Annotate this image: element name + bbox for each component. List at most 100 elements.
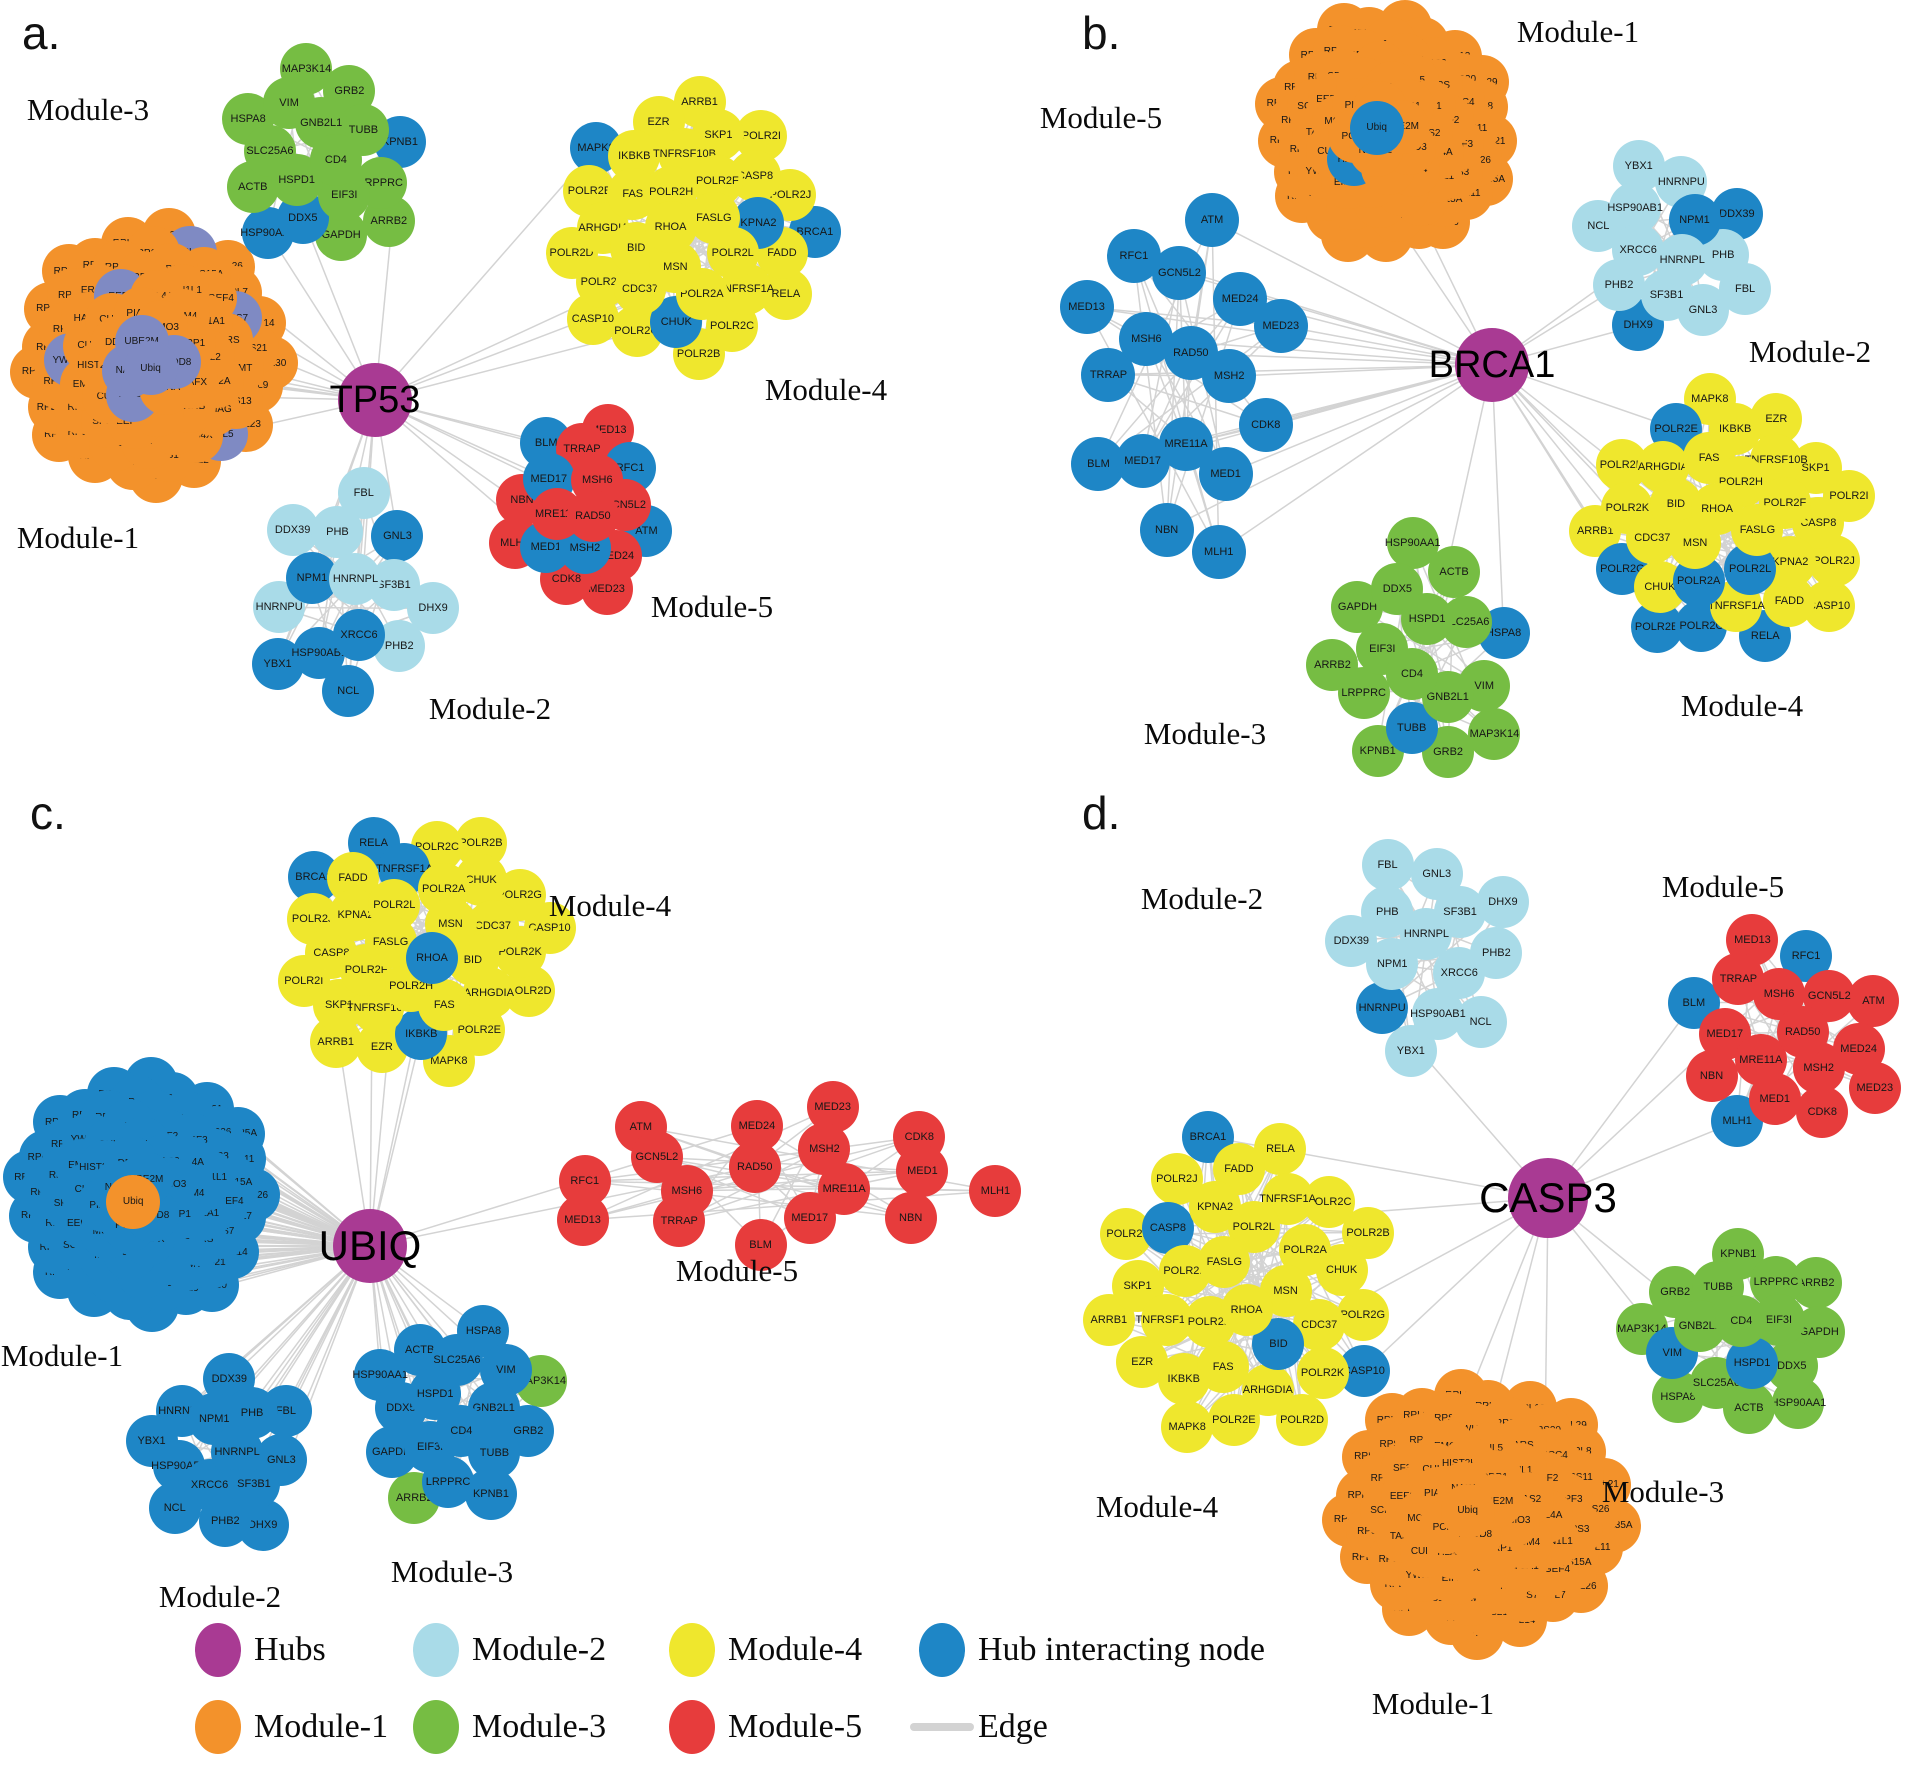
node-d-arrb1[interactable]: ARRB1: [1082, 1293, 1135, 1346]
hub-ubiq[interactable]: UBIQ: [319, 1209, 421, 1283]
legend-label-module-4: Module-4: [728, 1631, 863, 1668]
panel-letter-a: a.: [22, 7, 61, 59]
node-c-polr2h[interactable]: POLR2H: [385, 959, 438, 1012]
node-d-slc25a6[interactable]: SLC25A6: [1690, 1356, 1743, 1409]
node-b-mapk8[interactable]: MAPK8: [1683, 372, 1736, 425]
node-d-rhoa[interactable]: RHOA: [1220, 1284, 1273, 1337]
node-d-blm[interactable]: BLM: [1667, 976, 1720, 1029]
node-c-msh6[interactable]: MSH6: [660, 1164, 713, 1217]
node-b-hnrnpl[interactable]: HNRNPL: [1656, 234, 1709, 287]
node-d-polr2g[interactable]: POLR2G: [1336, 1288, 1389, 1341]
node-d-dhx9[interactable]: DHX9: [1476, 876, 1529, 929]
node-a-ubiq[interactable]: Ubiq: [123, 341, 178, 396]
node-d-xrcc6[interactable]: XRCC6: [1433, 947, 1486, 1000]
legend-label-edge: Edge: [978, 1708, 1048, 1745]
node-b-gcn5l2[interactable]: GCN5L2: [1152, 245, 1207, 300]
node-d-sf3b1[interactable]: SF3B1: [1434, 886, 1487, 939]
node-a-gnl3[interactable]: GNL3: [371, 510, 424, 563]
node-b-rad50[interactable]: RAD50: [1163, 326, 1218, 381]
node-d-hnrnpu[interactable]: HNRNPU: [1356, 981, 1409, 1034]
node-a-faslg[interactable]: FASLG: [687, 192, 740, 245]
node-c-gnb2l1[interactable]: GNB2L1: [467, 1381, 520, 1434]
node-b-nbn[interactable]: NBN: [1139, 502, 1194, 557]
node-b-ubiq[interactable]: Ubiq: [1349, 100, 1404, 155]
node-b-med13[interactable]: MED13: [1059, 280, 1114, 335]
node-c-rfc1[interactable]: RFC1: [558, 1155, 611, 1208]
node-d-polr2k[interactable]: POLR2K: [1296, 1346, 1349, 1399]
node-b-chuk[interactable]: CHUK: [1633, 561, 1686, 614]
node-b-med24[interactable]: MED24: [1213, 272, 1268, 327]
node-d-ubiq[interactable]: Ubiq: [1440, 1483, 1495, 1538]
node-c-chuk[interactable]: CHUK: [455, 854, 508, 907]
node-a-polr2b[interactable]: POLR2B: [672, 328, 725, 381]
node-d-ybx1[interactable]: YBX1: [1384, 1024, 1437, 1077]
node-d-polr2l[interactable]: POLR2L: [1227, 1201, 1280, 1254]
hub-casp3[interactable]: CASP3: [1479, 1158, 1617, 1238]
node-d-tnfrsf1a[interactable]: TNFRSF1A: [1259, 1173, 1316, 1226]
hub-brca1[interactable]: BRCA1: [1429, 328, 1555, 402]
node-b-hspd1[interactable]: HSPD1: [1401, 593, 1454, 646]
node-b-cdk8[interactable]: CDK8: [1238, 398, 1293, 453]
node-c-mlh1[interactable]: MLH1: [969, 1164, 1022, 1217]
module-label-c-module-5: Module-5: [675, 1253, 799, 1288]
node-b-rfc1[interactable]: RFC1: [1106, 228, 1161, 283]
node-d-msn[interactable]: MSN: [1259, 1264, 1312, 1317]
node-b-map3k14[interactable]: MAP3K14: [1468, 708, 1521, 761]
node-b-xrcc6[interactable]: XRCC6: [1612, 223, 1665, 276]
node-d-faslg[interactable]: FASLG: [1198, 1235, 1251, 1288]
node-c-med1[interactable]: MED1: [896, 1144, 949, 1197]
node-b-atm[interactable]: ATM: [1185, 193, 1240, 248]
node-d-mre11a[interactable]: MRE11A: [1734, 1034, 1787, 1087]
node-a-rad50[interactable]: RAD50: [566, 490, 619, 543]
node-a-rhoa[interactable]: RHOA: [644, 201, 697, 254]
node-a-ddx39[interactable]: DDX39: [266, 503, 319, 556]
node-c-rad50[interactable]: RAD50: [728, 1141, 781, 1194]
node-d-polr2h[interactable]: POLR2H: [1183, 1296, 1236, 1349]
node-d-cd4[interactable]: CD4: [1715, 1294, 1768, 1347]
node-a-xrcc6[interactable]: XRCC6: [333, 609, 386, 661]
node-b-rhoa[interactable]: RHOA: [1691, 483, 1744, 536]
node-a-cd4[interactable]: CD4: [309, 134, 362, 186]
node-d-arhgdia[interactable]: ARHGDIA: [1241, 1364, 1294, 1417]
node-c-polr2k[interactable]: POLR2K: [494, 925, 547, 978]
node-d-rad50[interactable]: RAD50: [1776, 1005, 1829, 1058]
node-b-mlh1[interactable]: MLH1: [1191, 524, 1246, 579]
node-c-cd4[interactable]: CD4: [435, 1404, 488, 1457]
node-d-vim[interactable]: VIM: [1646, 1327, 1699, 1380]
node-a-hnrnpl[interactable]: HNRNPL: [329, 552, 382, 605]
module-label-a-module-5: Module-5: [650, 589, 774, 624]
node-c-nbn[interactable]: NBN: [884, 1191, 937, 1244]
node-a-hspd1[interactable]: HSPD1: [270, 153, 323, 206]
node-d-atm[interactable]: ATM: [1847, 975, 1900, 1028]
node-d-fbl[interactable]: FBL: [1361, 839, 1414, 892]
hub-tp53[interactable]: TP53: [330, 363, 420, 437]
node-a-npm1[interactable]: NPM1: [285, 552, 338, 605]
node-d-mlh1[interactable]: MLH1: [1711, 1095, 1764, 1148]
node-b-polr2g[interactable]: POLR2G: [1596, 542, 1649, 595]
node-d-polr2j[interactable]: POLR2J: [1150, 1152, 1203, 1205]
node-c-rhoa[interactable]: RHOA: [406, 932, 458, 985]
node-b-actb[interactable]: ACTB: [1428, 545, 1481, 598]
node-c-mre11a[interactable]: MRE11A: [818, 1162, 871, 1215]
node-a-phb[interactable]: PHB: [311, 505, 364, 558]
edge: [1211, 219, 1493, 366]
node-c-blm[interactable]: BLM: [734, 1219, 787, 1272]
legend-label-module-1: Module-1: [254, 1708, 389, 1745]
node-b-lrpprc[interactable]: LRPPRC: [1337, 667, 1390, 720]
node-d-brca1[interactable]: BRCA1: [1181, 1110, 1234, 1163]
node-d-mapk8[interactable]: MAPK8: [1161, 1401, 1214, 1454]
node-c-hnrnpl[interactable]: HNRNPL: [211, 1425, 264, 1478]
node-c-polr2e[interactable]: POLR2E: [453, 1004, 506, 1057]
node-c-faslg[interactable]: FASLG: [364, 915, 417, 968]
node-d-cdk8[interactable]: CDK8: [1796, 1085, 1849, 1138]
node-d-ncl[interactable]: NCL: [1454, 996, 1507, 1048]
node-b-mre11a[interactable]: MRE11A: [1159, 417, 1214, 472]
node-c-kpnb1[interactable]: KPNB1: [464, 1467, 517, 1520]
node-c-gcn5l2[interactable]: GCN5L2: [630, 1131, 683, 1184]
node-d-hnrnpl[interactable]: HNRNPL: [1400, 908, 1453, 961]
node-b-msn[interactable]: MSN: [1669, 517, 1722, 570]
node-b-cd4[interactable]: CD4: [1385, 648, 1438, 701]
node-c-ubiq[interactable]: Ubiq: [106, 1174, 161, 1229]
node-c-slc25a6[interactable]: SLC25A6: [430, 1334, 483, 1387]
node-d-fas[interactable]: FAS: [1197, 1341, 1250, 1394]
